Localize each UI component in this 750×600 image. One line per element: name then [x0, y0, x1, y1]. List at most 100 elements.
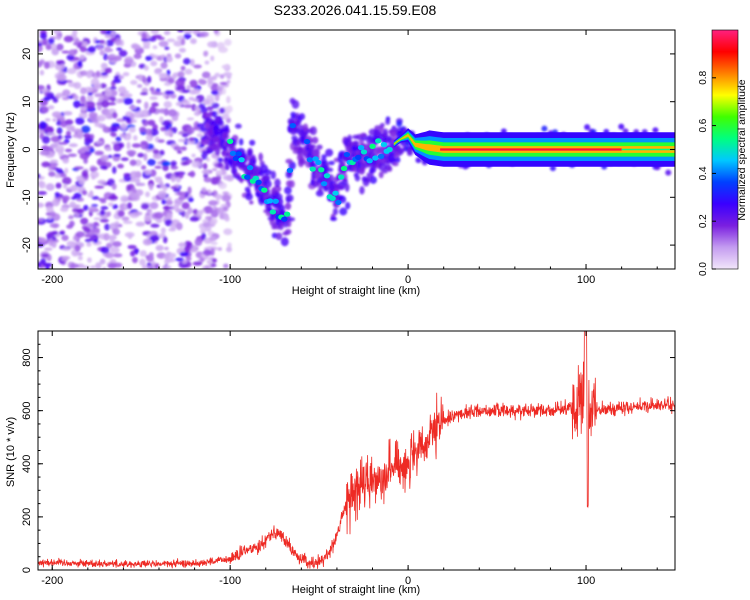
spectrogram-cell — [123, 133, 132, 141]
spectrogram-cell — [90, 265, 96, 269]
spectrogram-cell — [81, 190, 88, 196]
spectrogram-cell — [170, 160, 177, 166]
spectrogram-cell — [323, 173, 331, 179]
spectrogram-cell — [95, 262, 102, 269]
spectrogram-cell — [56, 34, 61, 41]
spectrogram-cell — [244, 186, 251, 193]
spectrogram-cell — [284, 202, 292, 210]
spectrogram-cell — [210, 263, 217, 268]
spectrogram-cell — [219, 81, 228, 86]
spectrogram-cell — [203, 50, 208, 57]
spectrogram-cell — [50, 135, 61, 143]
spectrogram-cell — [214, 94, 220, 102]
spectrogram-cell — [79, 242, 85, 248]
spectrogram-cell — [38, 61, 43, 68]
spectrogram-cell — [202, 98, 210, 106]
spectrogram-cell — [357, 145, 365, 151]
spectrogram-cell — [148, 183, 154, 191]
spectrogram-cell — [275, 232, 283, 241]
spectrogram-cell — [191, 153, 196, 158]
spectrogram-cell — [159, 116, 164, 124]
spectrogram-cell — [130, 192, 139, 198]
spectrogram-cell — [94, 39, 101, 44]
spectrogram-cell — [168, 77, 175, 84]
spectrogram-cell — [147, 75, 152, 84]
x-tick-label: 0 — [405, 274, 411, 286]
spectrogram-cell — [164, 90, 175, 95]
spectrogram-cell — [165, 265, 172, 269]
spectrogram-cell — [45, 217, 55, 224]
y-tick-label: 200 — [21, 508, 33, 526]
spectrogram-cell — [154, 263, 160, 269]
spectrogram-cell — [63, 135, 73, 139]
spectrogram-cell — [186, 139, 196, 145]
spectrogram-cell — [180, 38, 186, 46]
spectrogram-cell — [103, 232, 110, 241]
spectrogram-cell — [90, 171, 100, 179]
spectrogram-cell — [312, 180, 320, 188]
spectrogram-cell — [354, 174, 361, 182]
spectrogram-cell — [150, 60, 158, 67]
spectrogram-cell — [184, 240, 192, 247]
spectrogram-cell — [158, 108, 167, 114]
spectrogram-cell — [176, 85, 186, 92]
spectrogram-cell — [67, 153, 78, 157]
spectrogram-cell — [159, 181, 164, 187]
spectrogram-cell — [284, 228, 292, 235]
spectrogram-cell — [47, 37, 55, 45]
y-tick-label: 800 — [21, 348, 33, 366]
spectrogram-cell — [180, 65, 186, 71]
spectrogram-cell — [39, 150, 50, 156]
spectrogram-cell — [213, 30, 219, 35]
spectrogram-cell — [77, 60, 83, 68]
spectrogram-cell — [96, 46, 104, 51]
spectrogram-cell — [158, 40, 169, 47]
spectrogram-cell — [61, 195, 71, 202]
spectrogram-cell — [107, 154, 113, 159]
spectrogram-cell — [226, 105, 233, 113]
spectrogram-cell — [218, 182, 227, 190]
spectrogram-cell — [102, 126, 112, 133]
spectrogram-cell — [86, 241, 92, 247]
spectrogram-cell — [177, 30, 185, 33]
spectrogram-cell — [87, 257, 92, 263]
spectrogram-cell — [101, 99, 110, 108]
spectrogram-cell — [97, 179, 107, 185]
spectrogram-cell — [46, 206, 54, 213]
spectrogram-cell — [171, 126, 178, 134]
spectrogram-cell — [74, 166, 84, 170]
spectrogram-cell — [122, 71, 130, 77]
spectrogram-cell — [38, 191, 47, 196]
spectrogram-cell — [207, 41, 217, 48]
spectrogram-cell — [142, 119, 149, 127]
spectrogram-cell — [618, 123, 625, 130]
spectrogram-cell — [133, 135, 138, 141]
spectrogram-cell — [62, 89, 71, 97]
spectrogram-cell — [165, 55, 173, 63]
spectrogram-cell — [366, 172, 374, 178]
spectrogram-cell — [105, 147, 112, 152]
spectrogram-cell — [359, 166, 365, 173]
spectrogram-cell — [231, 166, 236, 175]
spectrogram-cell — [112, 228, 120, 236]
spectrogram-cell — [192, 261, 203, 266]
spectrogram-cell — [51, 111, 62, 118]
spectrogram-cell — [211, 102, 220, 109]
spectrogram-cell — [378, 162, 387, 172]
spectrogram-cell — [111, 122, 120, 128]
spectrogram-cell — [72, 133, 83, 139]
colorbar-scale — [711, 29, 739, 270]
spectrogram-cell — [203, 249, 213, 257]
colorbar-label: Normalized spectral amplitude — [736, 79, 748, 220]
spectrogram-cell — [126, 141, 131, 150]
spectrogram-cell — [393, 150, 400, 159]
spectrogram-cell — [170, 174, 176, 183]
spectrogram-cell — [192, 208, 199, 215]
snr-series — [38, 331, 675, 569]
spectrogram-cell — [118, 98, 124, 104]
spectrogram-cell — [123, 97, 133, 105]
spectrogram-cell — [81, 170, 89, 177]
spectrogram-cell — [223, 71, 233, 77]
spectrogram-cell — [173, 40, 183, 47]
